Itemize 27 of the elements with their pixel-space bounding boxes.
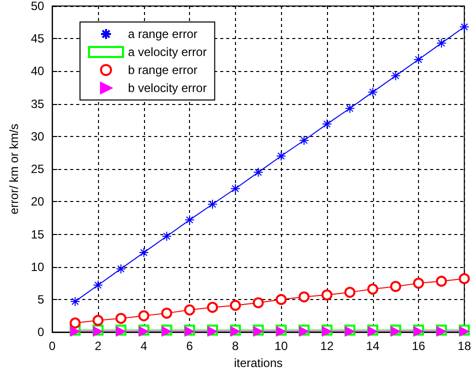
y-tick-label: 35: [30, 96, 45, 111]
x-tick-label: 8: [232, 339, 240, 354]
legend-label: a velocity error: [128, 45, 207, 59]
x-tick-label: 18: [458, 339, 472, 354]
x-tick-label: 10: [274, 339, 288, 354]
y-tick-label: 0: [38, 325, 45, 340]
x-axis-title: iterations: [234, 356, 283, 370]
x-tick-label: 0: [48, 339, 56, 354]
y-tick-label: 20: [30, 194, 45, 209]
y-tick-label: 30: [30, 129, 45, 144]
x-tick-label: 4: [140, 339, 148, 354]
y-tick-label: 5: [38, 292, 45, 306]
x-tick-label: 16: [412, 339, 426, 354]
y-tick-label: 15: [30, 227, 45, 242]
x-tick-label: 2: [94, 339, 102, 354]
x-tick-label: 6: [186, 339, 194, 354]
y-tick-label: 10: [30, 260, 45, 274]
legend-label: b velocity error: [128, 81, 207, 95]
legend-label: a range error: [128, 27, 198, 41]
x-tick-label: 12: [320, 339, 334, 354]
x-tick-label: 14: [366, 339, 380, 354]
y-tick-label: 25: [30, 162, 45, 176]
y-axis-title: error/ km or km/s: [7, 124, 21, 214]
y-tick-label: 40: [30, 64, 45, 78]
y-tick-label: 50: [30, 0, 45, 13]
y-tick-label: 45: [30, 32, 45, 46]
legend-label: b range error: [128, 63, 198, 77]
